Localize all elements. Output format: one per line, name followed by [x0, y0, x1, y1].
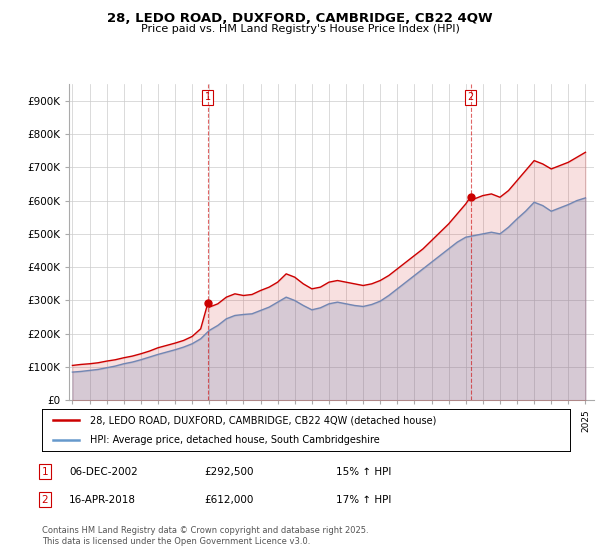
Text: £292,500: £292,500 [204, 466, 254, 477]
Text: 15% ↑ HPI: 15% ↑ HPI [336, 466, 391, 477]
Text: 2: 2 [467, 92, 474, 102]
Text: 1: 1 [41, 466, 49, 477]
Text: 1: 1 [205, 92, 211, 102]
Text: 16-APR-2018: 16-APR-2018 [69, 494, 136, 505]
Text: Price paid vs. HM Land Registry's House Price Index (HPI): Price paid vs. HM Land Registry's House … [140, 24, 460, 34]
Text: 06-DEC-2002: 06-DEC-2002 [69, 466, 138, 477]
Text: 17% ↑ HPI: 17% ↑ HPI [336, 494, 391, 505]
Text: 28, LEDO ROAD, DUXFORD, CAMBRIDGE, CB22 4QW: 28, LEDO ROAD, DUXFORD, CAMBRIDGE, CB22 … [107, 12, 493, 25]
Text: Contains HM Land Registry data © Crown copyright and database right 2025.
This d: Contains HM Land Registry data © Crown c… [42, 526, 368, 546]
Text: 28, LEDO ROAD, DUXFORD, CAMBRIDGE, CB22 4QW (detached house): 28, LEDO ROAD, DUXFORD, CAMBRIDGE, CB22 … [89, 415, 436, 425]
Text: HPI: Average price, detached house, South Cambridgeshire: HPI: Average price, detached house, Sout… [89, 435, 379, 445]
Text: £612,000: £612,000 [204, 494, 253, 505]
Text: 2: 2 [41, 494, 49, 505]
